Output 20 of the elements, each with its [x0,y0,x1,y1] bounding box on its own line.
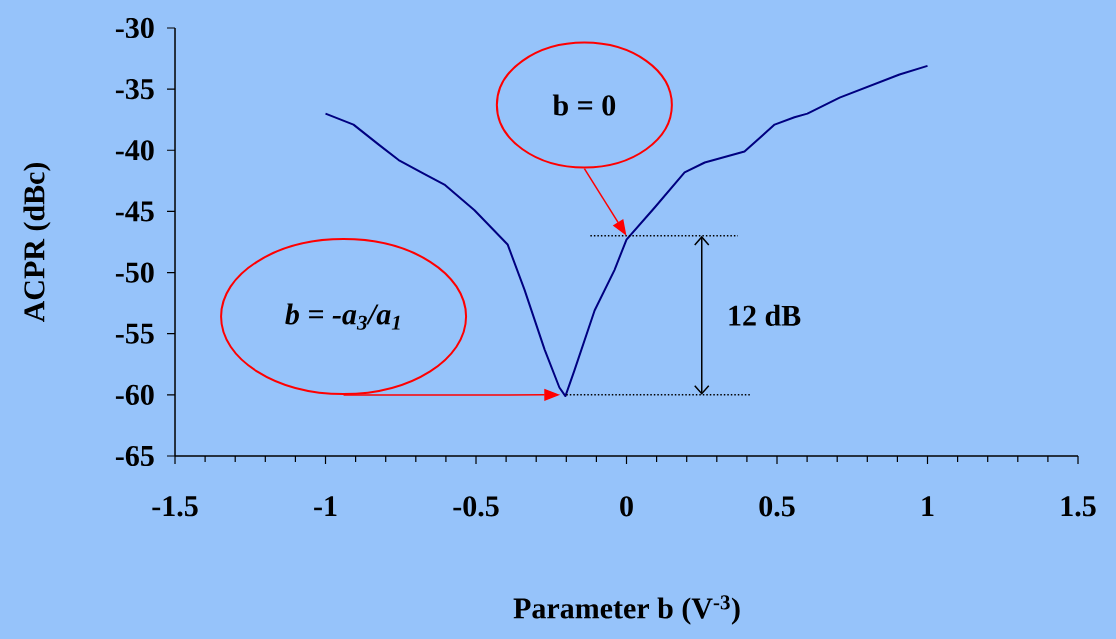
annotation: 12 dB [729,304,801,326]
y-tick-label: -55 [115,323,154,344]
x-tick-label: -1 [314,496,337,516]
y-tick-label: -40 [115,140,154,161]
annotation: b = 0 [552,94,616,116]
x-tick-label: -1.5 [152,496,198,517]
x-tick-label: 1.5 [1061,496,1096,517]
y-tick-label: -50 [115,262,154,283]
y-tick-label: -65 [115,445,154,467]
x-tick-label: 1 [922,496,934,516]
x-tick-label: -0.5 [453,496,499,517]
y-tick-label: -30 [115,17,154,39]
x-axis-title: Parameter b (V$^{-3}$) [513,595,740,625]
y-axis-title: ACPR (dBc) [23,162,51,323]
x-tick-label: 0 [620,496,633,517]
x-tick-label: 0.5 [759,496,795,517]
y-tick-label: -35 [115,79,154,100]
annotation: b = -a$_{3}$/a$_{1}$ [285,303,400,330]
y-tick-label: -45 [115,201,154,222]
y-tick-label: -60 [115,384,154,405]
